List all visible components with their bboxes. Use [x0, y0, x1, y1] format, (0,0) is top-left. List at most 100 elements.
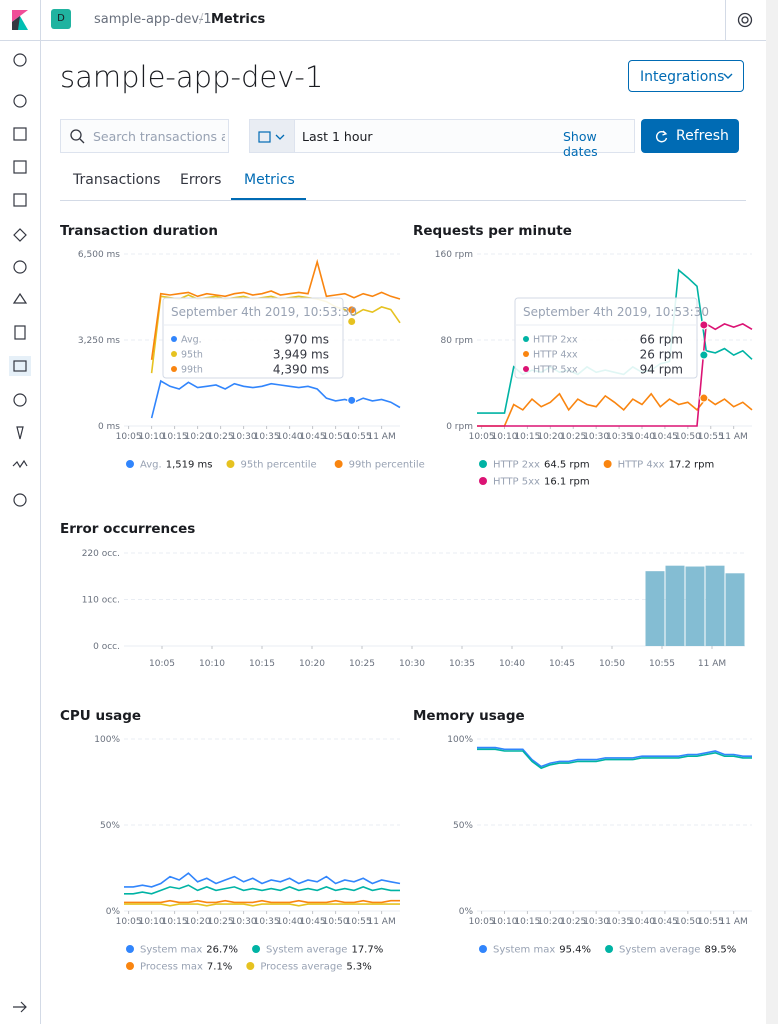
x-tick-label: 10:30 [231, 432, 257, 442]
y-tick-label: 0 rpm [446, 422, 473, 432]
x-tick-label: 10:40 [277, 917, 303, 927]
chart-title: CPU usage [60, 708, 141, 724]
tooltip-title: September 4th 2019, 10:53:30 [523, 305, 709, 319]
legend-swatch [603, 460, 612, 468]
legend-label: Process average [260, 962, 342, 973]
y-tick-label: 220 occ. [82, 549, 120, 559]
series-line [124, 872, 401, 888]
tooltip-value: 66 rpm [640, 333, 683, 347]
y-tick-label: 6,500 ms [78, 250, 120, 260]
series-line [124, 899, 400, 904]
x-tick-label: 10:45 [300, 917, 326, 927]
tooltip-swatch [171, 336, 177, 342]
x-tick-label: 10:10 [492, 432, 518, 442]
breadcrumb-current: Metrics [211, 12, 266, 27]
legend-swatch [479, 945, 487, 953]
bar [665, 565, 685, 646]
y-tick-label: 100% [447, 735, 473, 745]
breadcrumb-link[interactable]: sample-app-dev-1 [94, 12, 212, 27]
x-tick-label: 10:40 [629, 917, 655, 927]
x-tick-label: 10:05 [116, 917, 142, 927]
y-tick-label: 160 rpm [435, 250, 473, 260]
legend-label: Process max [140, 962, 203, 973]
x-tick-label: 10:50 [675, 432, 701, 442]
integrations-button[interactable]: Integrations [628, 60, 744, 92]
page-title: sample-app-dev-1 [60, 60, 324, 94]
hover-point [699, 393, 709, 403]
x-tick-label: 10:05 [469, 917, 495, 927]
x-tick-label: 10:10 [199, 659, 225, 669]
x-tick-label: 10:15 [514, 917, 540, 927]
x-tick-label: 10:45 [652, 432, 678, 442]
x-tick-label: 10:15 [514, 432, 540, 442]
kibana-logo[interactable] [12, 10, 28, 30]
space-avatar[interactable]: D [51, 9, 71, 29]
legend-swatch [246, 962, 255, 970]
legend-value: 17.2 rpm [669, 460, 715, 471]
search-input[interactable]: Search transactions and errors [60, 119, 229, 153]
x-tick-label: 10:45 [549, 659, 575, 669]
hover-point [347, 317, 357, 327]
tab[interactable]: Errors [180, 172, 222, 188]
x-tick-label: 10:30 [583, 917, 609, 927]
tab[interactable]: Transactions [73, 172, 161, 188]
tooltip-value: 26 rpm [640, 348, 683, 362]
legend-label: System average [619, 945, 700, 956]
y-tick-label: 100% [94, 735, 120, 745]
refresh-button[interactable]: Refresh [641, 119, 739, 153]
legend-label: System max [140, 945, 202, 956]
x-tick-label: 11 AM [720, 917, 748, 927]
tooltip: September 4th 2019, 10:53:30 HTTP 2xx 66 r… [514, 297, 709, 379]
nav-icons[interactable] [0, 41, 40, 1024]
x-tick-label: 11 AM [367, 917, 395, 927]
legend-swatch [126, 962, 134, 970]
legend-value: 5.3% [346, 962, 371, 973]
bar [645, 571, 665, 646]
x-tick-label: 10:15 [162, 917, 188, 927]
date-picker[interactable]: Last 1 hour Show dates [249, 119, 635, 159]
show-dates[interactable]: Show dates [563, 129, 598, 159]
chart: Memory usage0%50%100%10:0510:1010:1510:2… [413, 708, 752, 956]
x-tick-label: 10:55 [649, 659, 675, 669]
legend-value: 26.7% [206, 945, 238, 956]
x-tick-label: 10:30 [399, 659, 425, 669]
x-tick-label: 10:20 [185, 917, 211, 927]
series-line [150, 379, 401, 419]
x-tick-label: 10:15 [249, 659, 275, 669]
help-icon[interactable] [737, 12, 753, 28]
scrollbar[interactable] [766, 0, 778, 1024]
x-tick-label: 10:55 [346, 917, 372, 927]
x-tick-label: 10:25 [208, 432, 234, 442]
search-placeholder: Search transactions and errors [93, 129, 225, 144]
tooltip-swatch [171, 366, 177, 372]
legend-value: 7.1% [207, 962, 232, 973]
tab[interactable]: Metrics [244, 172, 295, 188]
y-tick-label: 0% [459, 907, 474, 917]
legend-value: 95.4% [559, 945, 591, 956]
x-tick-label: 10:40 [277, 432, 303, 442]
legend-swatch [479, 477, 487, 485]
x-tick-label: 10:40 [499, 659, 525, 669]
legend-label: System average [266, 945, 347, 956]
tooltip-swatch [523, 351, 529, 357]
legend-swatch [226, 460, 235, 468]
legend-value: 89.5% [704, 945, 736, 956]
x-tick-label: 10:10 [139, 917, 165, 927]
tooltip-value: 3,949 ms [273, 348, 329, 362]
tooltip-name: HTTP 5xx [533, 365, 578, 376]
series-line [150, 258, 401, 360]
x-tick-label: 10:45 [300, 432, 326, 442]
legend-value: 16.1 rpm [544, 477, 590, 488]
series-line [477, 748, 752, 770]
x-tick-label: 10:25 [208, 917, 234, 927]
chart-title: Memory usage [413, 708, 525, 724]
tooltip-swatch [171, 351, 177, 357]
chart: Transaction duration 0 ms 3,250 ms 6,500 ms… [60, 223, 425, 471]
hover-point [347, 395, 357, 405]
x-tick-label: 10:20 [185, 432, 211, 442]
legend-label: HTTP 4xx [618, 460, 665, 471]
chart: Requests per minute 0 rpm 80 rpm 160 rpm 10:… [413, 223, 753, 488]
x-tick-label: 10:40 [629, 432, 655, 442]
tooltip-name: HTTP 4xx [533, 350, 578, 361]
